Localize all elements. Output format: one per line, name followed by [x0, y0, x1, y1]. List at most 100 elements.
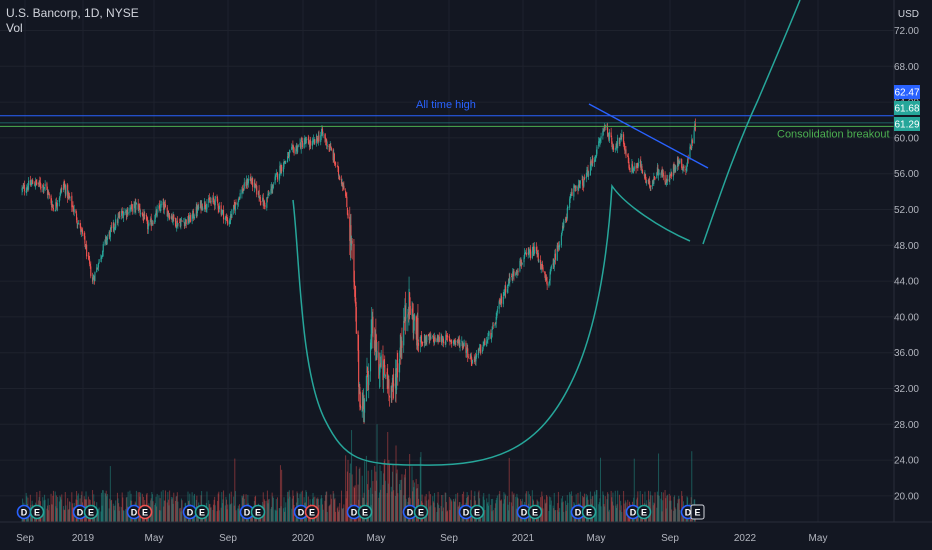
candle-body — [183, 222, 185, 227]
candle-body — [292, 145, 294, 147]
time-axis[interactable]: Sep 2019 May Sep 2020 May Sep 2021 May Sep 2022 May — [0, 521, 932, 544]
candle-body — [628, 161, 630, 168]
symbol-title[interactable]: U.S. Bancorp, 1D, NYSE — [6, 6, 139, 20]
candle-body — [85, 245, 87, 249]
candle-body — [322, 134, 324, 136]
volume-legend-label[interactable]: Vol — [6, 21, 23, 35]
volume-bar — [396, 469, 398, 522]
candle-body — [235, 202, 237, 204]
candle-body — [467, 348, 469, 358]
volume-bar — [289, 496, 291, 522]
candle-body — [234, 206, 236, 211]
candle-body — [452, 340, 455, 344]
volume-bar — [374, 490, 376, 522]
volume-bar — [342, 509, 344, 522]
volume-bar — [222, 499, 224, 522]
candle-body — [48, 193, 50, 194]
candle-body — [73, 208, 75, 213]
candle-body — [205, 208, 207, 210]
volume-bar — [553, 508, 555, 522]
candle-body — [246, 180, 248, 186]
candle-body — [206, 204, 208, 209]
candle-body — [333, 153, 335, 162]
candle-body — [159, 209, 161, 211]
candle-body — [455, 340, 457, 342]
candle-body — [81, 229, 84, 234]
candle-body — [640, 164, 642, 169]
candle-body — [507, 284, 509, 289]
volume-bar — [47, 505, 49, 522]
candle-body — [371, 322, 373, 336]
volume-bar — [382, 484, 384, 522]
candle-body — [503, 293, 506, 296]
price-axis[interactable]: USD72.0068.0064.0060.0056.0052.0048.0044… — [893, 0, 932, 550]
candle-body — [349, 216, 351, 242]
candle-body — [454, 341, 456, 343]
earnings-marker-icon — [194, 504, 210, 520]
candle-body — [498, 301, 500, 309]
candle-body — [433, 338, 435, 343]
volume-bar — [502, 503, 504, 522]
candle-body — [610, 132, 612, 138]
volume-bar — [388, 459, 390, 522]
time-tick-label: 2019 — [72, 533, 95, 544]
volume-bar — [453, 498, 455, 522]
candle-body — [465, 350, 468, 354]
volume-bar — [64, 510, 66, 522]
candle-body — [337, 166, 339, 168]
candle-body — [549, 271, 551, 281]
volume-bar — [122, 497, 124, 522]
candle-body — [217, 198, 219, 203]
candle-body — [642, 170, 644, 174]
candle-body — [75, 209, 77, 214]
volume-bar — [126, 497, 128, 522]
earnings-marker-icon — [357, 504, 373, 520]
candle-body — [129, 208, 131, 213]
time-tick-label: 2021 — [512, 533, 535, 544]
volume-bar — [212, 509, 214, 522]
candle-body — [40, 186, 42, 189]
volume-bar — [447, 510, 449, 522]
candle-body — [31, 181, 33, 184]
volume-bar — [656, 507, 658, 522]
candle-body — [247, 179, 249, 184]
volume-bar — [175, 496, 177, 522]
candle-body — [355, 306, 357, 334]
price-marker-badge — [894, 117, 920, 131]
candle-body — [419, 337, 421, 343]
time-tick-label: May — [809, 533, 828, 544]
candle-body — [557, 246, 559, 248]
candle-body — [388, 379, 390, 396]
candle-body — [271, 186, 273, 191]
volume-bar — [167, 492, 169, 522]
candle-body — [591, 163, 593, 166]
volume-bar — [546, 496, 548, 522]
volume-bar — [209, 503, 211, 522]
candle-body — [22, 186, 24, 188]
candle-body — [575, 187, 577, 189]
candle-body — [280, 166, 282, 175]
candle-body — [382, 354, 384, 381]
volume-bar — [621, 511, 623, 522]
volume-bar — [324, 495, 326, 522]
candle-body — [180, 219, 183, 221]
candle-body — [524, 252, 526, 254]
candle-body — [138, 205, 140, 208]
candle-body — [535, 247, 538, 252]
volume-bar — [230, 491, 232, 522]
price-tick-label: 52.00 — [894, 205, 919, 216]
candle-body — [145, 214, 148, 220]
volume-bar — [306, 492, 308, 522]
volume-bar — [554, 510, 556, 522]
candle-body — [420, 335, 423, 344]
candle-body — [644, 173, 646, 176]
candle-body — [93, 278, 95, 280]
volume-bar — [268, 499, 270, 522]
candle-body — [164, 204, 166, 206]
candle-body — [665, 182, 667, 185]
price-tick-label: 20.00 — [894, 491, 919, 502]
event-marker-letter: E — [142, 508, 148, 518]
candle-body — [287, 153, 289, 156]
volume-bar — [214, 496, 216, 522]
